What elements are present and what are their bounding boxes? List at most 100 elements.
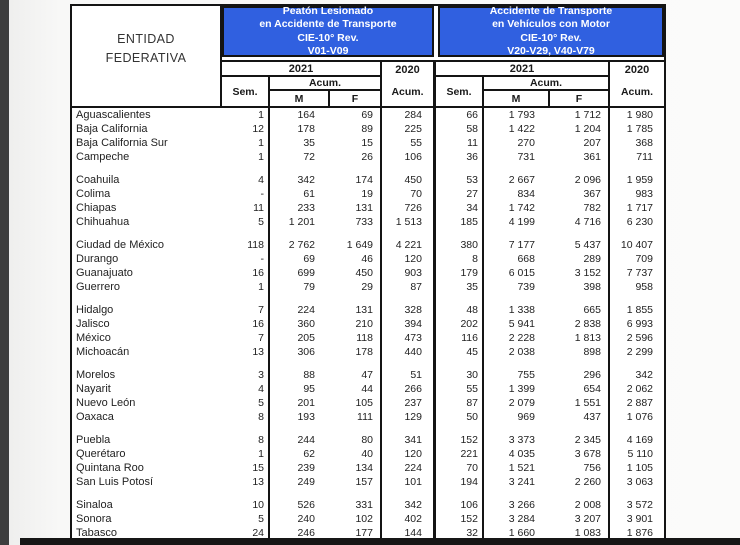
value-cell: 958 [635,281,653,293]
value-cell: 2 667 [508,174,535,186]
value-cell: 240 [297,513,315,525]
section1-title-line1: Peatón Lesionado [282,5,374,18]
group-gap-cell [610,424,664,433]
group-gap-cell [484,164,550,173]
value-cell: 726 [382,201,436,215]
value-cell: 237 [382,396,436,410]
value-cell: 2 762 [288,239,315,251]
group-gap-cell [484,489,550,498]
value-cell: 244 [297,434,315,446]
group-gap-cell [72,164,222,173]
value-cell: 1 521 [508,462,535,474]
value-cell: 8 [436,252,484,266]
value-cell: 1 204 [550,122,610,136]
value-cell: 89 [330,122,382,136]
value-cell: 3 063 [626,476,653,488]
value-cell: 782 [550,201,610,215]
value-cell: 5 [222,396,270,410]
value-cell: 367 [550,187,610,201]
value-cell: 131 [330,303,382,317]
value-cell: 360 [297,318,315,330]
value-cell: 118 [222,238,270,252]
value-cell: 1 660 [508,527,535,539]
state-name-cell: Colima [76,188,111,200]
value-cell: 4 221 [382,238,436,252]
value-cell: 2 008 [550,498,610,512]
value-cell: 296 [550,368,610,382]
state-name-cell: Chiapas [76,202,117,214]
value-cell: 15 [222,461,270,475]
group-gap-cell [222,229,270,238]
value-cell: 361 [550,150,610,164]
section2-title-line3: CIE-10° Rev. [520,31,582,44]
value-cell: 120 [382,447,436,461]
value-cell: 711 [636,151,653,163]
value-cell: 284 [382,108,436,122]
value-cell: 3 284 [508,513,535,525]
acum-header-section1: Acum. [270,77,382,91]
value-cell: 1 [222,136,270,150]
value-cell: 24 [222,526,270,540]
value-cell: 11 [222,201,270,215]
value-cell: 380 [436,238,484,252]
group-gap-cell [382,489,436,498]
value-cell: 8 [222,410,270,424]
value-cell: 437 [550,410,610,424]
value-cell: 69 [330,108,382,122]
group-gap-cell [72,489,222,498]
entity-header-line1: ENTIDAD [117,32,175,47]
value-cell: 1 076 [626,411,653,423]
group-gap-cell [550,229,610,238]
value-cell: 1 422 [508,123,535,135]
state-name-cell: Nayarit [76,383,111,395]
value-cell: 246 [297,527,315,539]
group-gap-cell [330,359,382,368]
value-cell: 1 338 [508,304,535,316]
value-cell: 739 [517,281,535,293]
value-cell: 164 [297,109,315,121]
group-gap-cell [382,359,436,368]
value-cell: 35 [436,280,484,294]
state-name-cell: Querétaro [76,448,126,460]
value-cell: 1 793 [508,109,535,121]
female-header-section1: F [330,91,382,106]
value-cell: 331 [330,498,382,512]
group-gap-cell [610,294,664,303]
year-2020-header-section2: 2020 [610,60,664,77]
section1-title-line4: V01-V09 [307,44,349,57]
value-cell: 755 [517,369,535,381]
value-cell: 80 [330,433,382,447]
value-cell: 202 [436,317,484,331]
value-cell: 1 717 [626,202,653,214]
group-gap-cell [610,359,664,368]
value-cell: 116 [436,331,484,345]
group-gap-cell [550,164,610,173]
entity-column-header: ENTIDAD FEDERATIVA [72,6,222,106]
value-cell: 3 207 [550,512,610,526]
value-cell: 13 [222,475,270,489]
value-cell: 40 [330,447,382,461]
value-cell: 3 373 [508,434,535,446]
group-gap-cell [270,294,330,303]
value-cell: 16 [222,317,270,331]
group-gap-cell [436,489,484,498]
state-name-cell: Sonora [76,513,112,525]
group-gap-cell [484,424,550,433]
group-gap-cell [330,294,382,303]
value-cell: 174 [330,173,382,187]
value-cell: 55 [382,136,436,150]
value-cell: 249 [297,476,315,488]
value-cell: 1 876 [626,527,653,539]
value-cell: 4 199 [508,216,535,228]
value-cell: 1 [222,447,270,461]
group-gap-cell [484,359,550,368]
state-name-cell: Guanajuato [76,267,133,279]
state-name-cell: Jalisco [76,318,110,330]
group-gap-cell [382,294,436,303]
group-gap-cell [270,489,330,498]
state-name-cell: Sinaloa [76,499,113,511]
value-cell: 61 [303,188,315,200]
value-cell: 1 [222,150,270,164]
value-cell: 55 [436,382,484,396]
value-cell: 440 [382,345,436,359]
